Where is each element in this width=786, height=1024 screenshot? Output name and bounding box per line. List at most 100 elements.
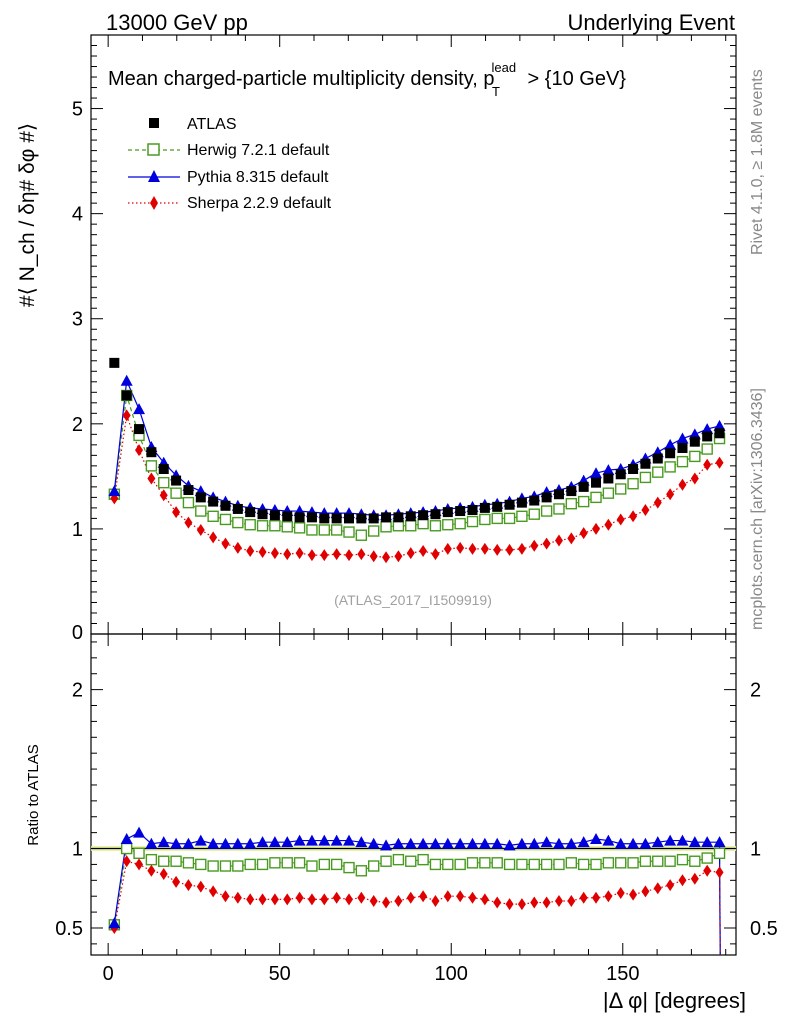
ratio-data-point <box>219 837 232 849</box>
ratio-data-point <box>442 858 454 871</box>
main-data-point <box>628 464 639 475</box>
ratio-data-point <box>516 858 528 871</box>
ratio-data-point <box>357 891 366 904</box>
x-tick-label: 0 <box>103 963 114 985</box>
ratio-data-point <box>120 832 133 844</box>
main-data-point <box>503 512 516 525</box>
ratio-data-point <box>468 891 477 904</box>
ratio-data-point <box>219 860 232 872</box>
ratio-data-point <box>577 836 590 848</box>
main-data-point <box>554 534 563 547</box>
ratio-data-point <box>517 898 526 911</box>
main-y-tick-label: 4 <box>72 204 83 226</box>
ratio-data-point <box>676 853 689 866</box>
ratio-data-point <box>480 893 489 906</box>
main-data-point <box>429 520 442 532</box>
x-tick-label: 100 <box>435 963 468 985</box>
legend-label-sherpa: Sherpa 2.2.9 default <box>187 195 332 212</box>
main-data-point <box>640 458 651 469</box>
ratio-data-point <box>170 855 182 867</box>
main-data-point <box>442 507 453 518</box>
ratio-data-point <box>318 858 330 871</box>
main-data-point <box>456 541 465 554</box>
ratio-data-point <box>281 857 293 869</box>
ratio-data-point <box>320 893 329 906</box>
main-data-point <box>616 513 625 526</box>
main-series-line <box>113 395 720 536</box>
ratio-data-point <box>256 858 269 871</box>
ratio-data-point <box>404 837 417 849</box>
svg-text:Mean charged-particle multipli: Mean charged-particle multiplicity densi… <box>108 60 626 99</box>
main-data-point <box>442 519 454 531</box>
ratio-data-point <box>355 836 368 848</box>
main-data-point <box>381 512 392 523</box>
analysis-watermark: (ATLAS_2017_I1509919) <box>334 592 492 608</box>
main-data-point <box>591 477 602 488</box>
ratio-y-axis-label: Ratio to ATLAS <box>25 744 42 845</box>
main-data-point <box>319 513 330 524</box>
ratio-data-point <box>627 857 639 869</box>
main-data-point <box>220 500 231 511</box>
main-data-point <box>221 537 230 550</box>
ratio-data-point <box>602 834 615 846</box>
legend-item-herwig: Herwig 7.2.1 default <box>128 142 330 159</box>
legend-marker-sherpa <box>150 196 158 210</box>
legend-item-pythia: Pythia 8.315 default <box>128 169 329 186</box>
ratio-data-point <box>406 891 415 904</box>
ratio-y-tick-label: 2 <box>72 680 83 702</box>
ratio-data-point <box>330 834 343 846</box>
main-data-point <box>565 497 578 510</box>
main-data-point <box>652 466 664 478</box>
ratio-data-point <box>135 858 144 871</box>
legend-marker-pythia <box>148 170 160 182</box>
ratio-data-point <box>491 857 503 869</box>
ratio-data-point <box>283 893 292 906</box>
main-data-point <box>257 509 268 520</box>
header-right: Underlying Event <box>567 10 735 35</box>
ratio-data-point <box>244 858 256 871</box>
ratio-data-point <box>664 834 677 846</box>
ratio-data-point <box>515 837 528 849</box>
ratio-data-point <box>392 853 405 866</box>
title-sup: lead <box>491 60 516 75</box>
main-data-point <box>109 357 120 368</box>
main-data-point <box>479 502 490 513</box>
legend-label-pythia: Pythia 8.315 default <box>187 169 329 186</box>
main-data-point <box>676 432 689 444</box>
main-data-point <box>542 537 551 550</box>
ratio-data-point <box>318 834 331 846</box>
main-data-point <box>382 551 391 564</box>
ratio-data-point <box>713 847 726 859</box>
main-data-point <box>282 511 293 522</box>
main-data-point <box>357 548 366 561</box>
ratio-series-line <box>113 860 721 956</box>
main-data-point <box>491 512 503 525</box>
ratio-data-point <box>147 864 156 877</box>
main-data-point <box>183 485 194 496</box>
main-data-point <box>135 444 144 457</box>
ratio-data-point <box>713 836 726 848</box>
main-data-point <box>207 510 219 523</box>
ratio-data-point <box>565 837 578 849</box>
main-data-point <box>517 542 526 555</box>
main-data-point <box>455 506 466 517</box>
main-data-point <box>393 512 404 523</box>
ratio-data-point <box>295 891 304 904</box>
main-data-point <box>283 548 292 561</box>
main-data-point <box>293 522 306 534</box>
ratio-data-point <box>443 890 452 903</box>
ratio-data-point <box>270 893 279 906</box>
main-y-tick-label: 2 <box>72 414 83 436</box>
ratio-data-point <box>590 858 602 871</box>
main-data-point <box>294 512 305 523</box>
ratio-data-point <box>207 860 219 872</box>
main-data-point <box>281 521 293 533</box>
ratio-data-point <box>429 837 442 849</box>
main-data-point <box>715 456 724 469</box>
ratio-data-point <box>493 896 502 909</box>
ratio-data-point <box>653 882 662 895</box>
x-tick-label: 150 <box>606 963 639 985</box>
plot-title: Mean charged-particle multiplicity densi… <box>108 60 626 99</box>
main-series <box>108 357 726 564</box>
